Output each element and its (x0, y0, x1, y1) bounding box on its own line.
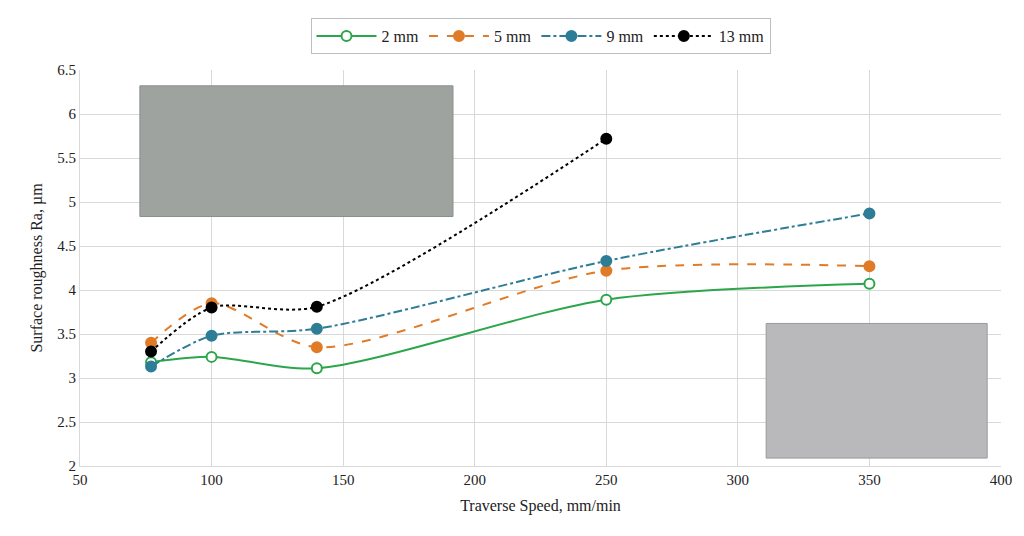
svg-text:150: 150 (332, 472, 355, 488)
svg-text:5 mm: 5 mm (494, 28, 531, 45)
svg-text:Traverse Speed, mm/min: Traverse Speed, mm/min (460, 497, 621, 515)
svg-text:2.5: 2.5 (57, 414, 76, 430)
svg-text:5: 5 (69, 194, 77, 210)
svg-text:50: 50 (73, 472, 88, 488)
svg-text:400: 400 (990, 472, 1013, 488)
svg-text:350: 350 (858, 472, 881, 488)
svg-text:2: 2 (69, 458, 77, 474)
svg-text:13 mm: 13 mm (719, 28, 764, 45)
svg-text:9 mm: 9 mm (606, 28, 643, 45)
svg-text:3.5: 3.5 (57, 326, 76, 342)
svg-text:100: 100 (200, 472, 223, 488)
svg-text:5.5: 5.5 (57, 150, 76, 166)
svg-text:6: 6 (69, 106, 77, 122)
svg-text:200: 200 (463, 472, 486, 488)
svg-text:4: 4 (69, 282, 77, 298)
svg-text:6.5: 6.5 (57, 62, 76, 78)
svg-text:250: 250 (595, 472, 618, 488)
svg-text:300: 300 (727, 472, 750, 488)
svg-text:Surface roughness Ra, µm: Surface roughness Ra, µm (28, 183, 46, 353)
svg-text:3: 3 (69, 370, 77, 386)
svg-text:2 mm: 2 mm (382, 28, 419, 45)
svg-text:4.5: 4.5 (57, 238, 76, 254)
